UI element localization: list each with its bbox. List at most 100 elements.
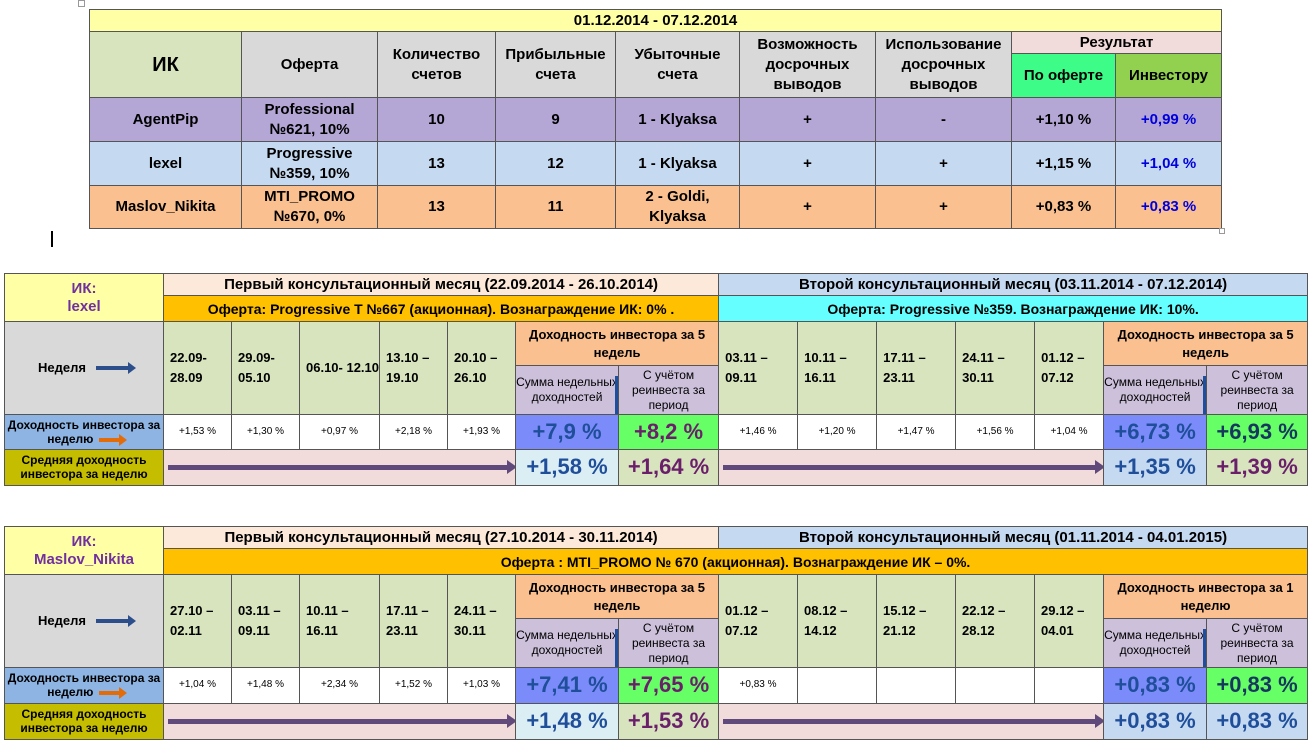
week-cell: 01.12 – 07.12 [1034,321,1105,415]
weekly-value: +1,04 % [1034,413,1105,450]
weekly-value: +1,46 % [718,413,799,450]
row-early-used: - [875,97,1012,142]
row-offer: Progressive №359, 10% [241,141,378,186]
week-cell: 17.11 – 23.11 [876,321,957,415]
weekly-label-cell: Доходность инвестора за неделю [4,666,164,704]
weekly-value: +0,97 % [299,413,380,450]
week-cell: 22.09- 28.09 [163,321,232,415]
avg-sum-value: +1,35 % [1103,448,1208,487]
month2-title: Второй консультационный месяц (03.11.201… [718,272,1309,297]
weekly-value: +2,34 % [299,666,380,704]
maslov-consult-table: ИК: Maslov_Nikita Первый консультационны… [4,525,1309,741]
sum-label-cell: Сумма недельных доходностей [1103,618,1208,668]
ik-label-cell: ИК: Maslov_Nikita [4,525,164,576]
table-row: lexel Progressive №359, 10% 13 12 1 - Kl… [89,141,1223,186]
weekly-value: +1,30 % [231,413,300,450]
arrow-right-icon [168,459,515,474]
offer2-title: Оферта: Progressive №359. Вознаграждение… [718,295,1309,323]
avg-sum-value: +1,48 % [515,702,619,741]
text-cursor [51,231,53,247]
week-label: Неделя [38,612,86,628]
header-early-used: Использование досрочных выводов [875,31,1012,98]
yield-head1: Доходность инвестора за 5 недель [514,574,720,620]
sum-value: +6,73 % [1103,413,1208,450]
ik-label: ИК: [71,532,97,550]
row-to-investor: +0,99 % [1114,97,1223,142]
yield-head2: Доходность инвестора за 5 недель [1103,321,1309,367]
row-to-investor: +0,83 % [1114,185,1223,229]
arrow-right-icon [723,459,1103,474]
row-profit: 9 [495,97,616,142]
avg-reinvest-value: +1,53 % [617,702,720,741]
row-loss: 1 - Klyaksa [615,97,740,142]
ik-name: lexel [67,297,101,315]
reinvest-value: +7,65 % [617,666,720,704]
week-cell: 03.11 – 09.11 [718,321,799,415]
ik-label-cell: ИК: lexel [4,272,164,323]
weekly-value: +1,53 % [163,413,232,450]
arrow-down-icon [1203,628,1206,667]
table-move-handle[interactable] [78,0,85,7]
row-accounts: 13 [377,185,496,229]
row-offer: Professional №621, 10% [241,97,378,142]
sum-label: Сумма недельных доходностей [516,628,618,658]
week-cell: 08.12 – 14.12 [797,574,878,668]
ik-label: ИК: [71,279,97,297]
reinvest-label: С учётом реинвеста за период [617,365,720,415]
weekly-value: +1,04 % [163,666,232,704]
week-cell: 24.11 – 30.11 [955,321,1036,415]
row-early-possible: + [739,141,876,186]
sum-label: Сумма недельных доходностей [1104,628,1206,658]
header-early-possible: Возможность досрочных выводов [739,31,876,98]
week-cell: 17.11 – 23.11 [379,574,448,668]
weekly-value: +1,93 % [447,413,516,450]
weekly-value: +1,03 % [447,666,516,704]
arrow-right-icon [168,713,515,728]
month1-title: Первый консультационный месяц (22.09.201… [162,272,720,297]
reinvest-value: +6,93 % [1206,413,1309,450]
row-early-possible: + [739,185,876,229]
arrow-right-icon [95,362,136,375]
month2-title: Второй консультационный месяц (01.11.201… [718,525,1309,550]
row-profit: 11 [495,185,616,229]
row-ik: AgentPip [89,97,242,142]
avg-arrow [718,702,1105,741]
week-cell: 01.12 – 07.12 [718,574,799,668]
week-cell: 29.09- 05.10 [231,321,300,415]
row-ik: Maslov_Nikita [89,185,242,229]
row-by-offer: +1,15 % [1011,141,1116,186]
week-cell: 22.12 – 28.12 [955,574,1036,668]
reinvest-label: С учётом реинвеста за период [1206,365,1309,415]
weekly-value: +1,48 % [231,666,300,704]
reinvest-value: +8,2 % [617,413,720,450]
period-title: 01.12.2014 - 07.12.2014 [88,9,1223,32]
avg-arrow [163,448,516,487]
week-cell: 27.10 – 02.11 [163,574,232,668]
reinvest-label: С учётом реинвеста за период [617,618,720,668]
avg-reinvest-value: +0,83 % [1206,702,1309,741]
week-label-cell: Неделя [4,321,164,415]
avg-arrow [718,448,1105,487]
row-early-used: + [875,185,1012,229]
arrow-right-icon [98,687,127,700]
week-label-cell: Неделя [4,574,164,668]
sum-value: +7,41 % [515,666,619,704]
yield-head2: Доходность инвестора за 1 неделю [1103,574,1309,620]
row-loss: 2 - Goldi, Klyaksa [615,185,740,229]
row-accounts: 13 [377,141,496,186]
table-resize-handle[interactable] [1219,228,1225,234]
weekly-value: +1,47 % [876,413,957,450]
row-early-possible: + [739,97,876,142]
week-cell: 06.10- 12.10 [299,321,380,415]
header-offer: Оферта [241,31,378,98]
header-ik: ИК [89,31,242,98]
reinvest-label: С учётом реинвеста за период [1206,618,1309,668]
month1-title: Первый консультационный месяц (27.10.201… [162,525,720,550]
row-offer: MTI_PROMO №670, 0% [241,185,378,229]
row-loss: 1 - Klyaksa [615,141,740,186]
ik-name: Maslov_Nikita [33,550,135,568]
avg-label: Средняя доходность инвестора за неделю [4,448,164,487]
week-cell: 03.11 – 09.11 [231,574,300,668]
weekly-value: +1,56 % [955,413,1036,450]
yield-head1: Доходность инвестора за 5 недель [514,321,720,367]
